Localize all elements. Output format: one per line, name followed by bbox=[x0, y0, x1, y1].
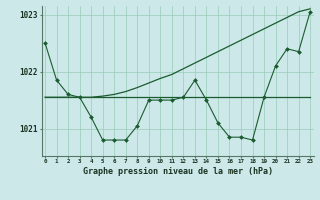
X-axis label: Graphe pression niveau de la mer (hPa): Graphe pression niveau de la mer (hPa) bbox=[83, 167, 273, 176]
